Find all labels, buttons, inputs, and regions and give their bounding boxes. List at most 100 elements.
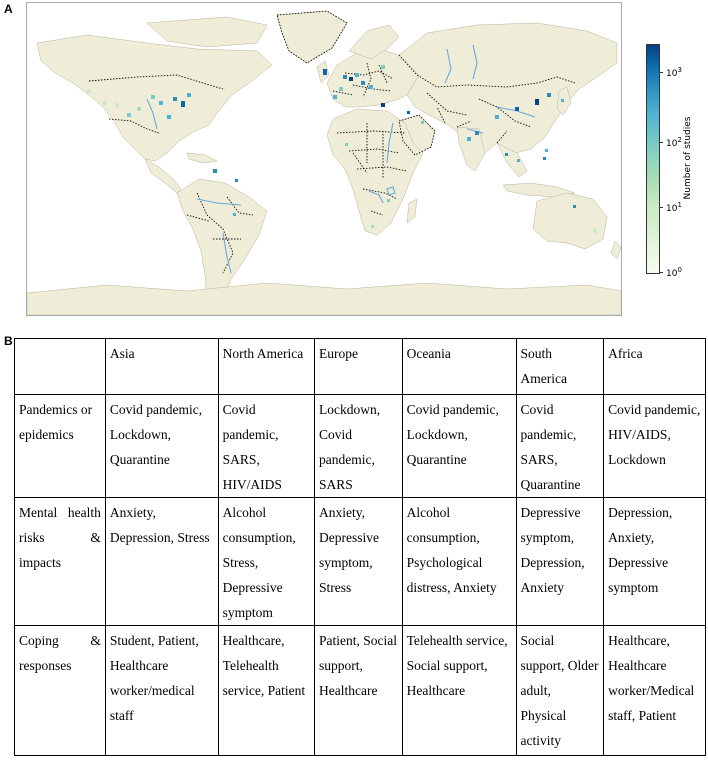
study-cell (535, 99, 539, 105)
study-cell (137, 107, 141, 111)
table-cell: Depressive symptom, Depression, Anxiety (515, 497, 605, 626)
table-cell: Social support, Older adult, Physical ac… (515, 625, 605, 756)
australia-shape (532, 192, 608, 250)
header-cell-north-america: North America (217, 338, 316, 395)
study-cell (547, 93, 551, 97)
scandinavia-shape (348, 24, 400, 60)
table-cell: Healthcare, Healthcare worker/Medical st… (603, 625, 706, 756)
study-cell (407, 111, 410, 114)
border-africa (336, 123, 408, 216)
study-cell (151, 95, 155, 99)
border-asia (426, 92, 532, 144)
study-cell (593, 229, 597, 233)
study-cell (213, 169, 217, 173)
summary-table-wrapper: Asia North America Europe Oceania South … (14, 338, 706, 756)
border-us-mexico (108, 118, 160, 134)
river-mississippi (146, 98, 158, 130)
study-cell (187, 93, 191, 97)
table-cell: Healthcare, Telehealth service, Patient (217, 625, 316, 756)
study-cell (115, 103, 119, 107)
river-lake-victoria (386, 186, 396, 196)
table-cell: Covid pandemic, SARS, HIV/AIDS (217, 394, 316, 498)
table-row-pandemics: Pandemics or epidemics Covid pandemic, L… (14, 394, 706, 498)
antarctica-shape (27, 282, 621, 315)
study-cell (387, 199, 390, 202)
study-cell (87, 89, 91, 93)
world-map (26, 2, 622, 316)
study-cell (467, 137, 471, 141)
row-label-mental-health: Mental health risks & impacts (14, 497, 106, 626)
study-cell (103, 101, 107, 105)
border-greenland (276, 10, 348, 64)
study-cell (159, 101, 163, 105)
header-cell-europe: Europe (314, 338, 403, 395)
border-arabia (398, 114, 436, 156)
table-cell: Covid pandemic, SARS, Quarantine (515, 394, 605, 498)
world-map-svg (27, 10, 621, 315)
colorbar (646, 44, 660, 274)
header-cell-africa: Africa (603, 338, 706, 395)
africa-shape (326, 108, 424, 236)
study-cell (349, 77, 353, 81)
table-cell: Patient, Social support, Healthcare (314, 625, 403, 756)
river-yenisei (472, 44, 478, 80)
asia-shape (398, 22, 618, 154)
study-cell (127, 113, 131, 117)
study-cell (495, 115, 499, 119)
arctic-islands-shape (146, 16, 268, 48)
table-cell: Telehealth service, Social support, Heal… (401, 625, 517, 756)
table-cell: Anxiety, Depression, Stress (104, 497, 219, 626)
study-cell (515, 107, 519, 111)
panel-a-label: A (4, 2, 13, 16)
header-cell-asia: Asia (104, 338, 219, 395)
study-cell (543, 157, 546, 160)
colorbar-tick (659, 272, 663, 273)
table-cell: Alcohol consumption, Stress, Depressive … (217, 497, 316, 626)
study-cell (505, 153, 508, 156)
study-cell (381, 65, 385, 69)
border-europe (332, 62, 394, 98)
river-congo (368, 190, 384, 204)
study-cell (323, 69, 327, 75)
study-cell (381, 103, 385, 107)
study-cell (355, 73, 359, 77)
study-cell (333, 95, 337, 99)
table-cell: Covid pandemic, Lockdown, Quarantine (104, 394, 219, 498)
table-cell: Alcohol consumption, Psychological distr… (401, 497, 517, 626)
border-us-canada (88, 74, 224, 90)
table-row-coping: Coping & responses Student, Patient, Hea… (14, 625, 706, 756)
colorbar-tick (659, 207, 663, 208)
study-cell (517, 159, 520, 162)
study-cell (339, 87, 343, 91)
table-header-row: Asia North America Europe Oceania South … (14, 338, 706, 395)
river-amazon (196, 198, 242, 206)
study-cell (167, 115, 171, 119)
row-label-pandemics: Pandemics or epidemics (14, 394, 106, 498)
colorbar-tick (659, 72, 663, 73)
new-zealand-shape (610, 240, 621, 260)
table-cell: Lockdown, Covid pandemic, SARS (314, 394, 403, 498)
madagascar-shape (406, 198, 418, 224)
central-america-shape (144, 158, 182, 194)
header-cell-corner (14, 338, 106, 395)
table-cell: Student, Patient, Healthcare worker/medi… (104, 625, 219, 756)
study-cell (343, 75, 347, 79)
study-cell (371, 225, 374, 228)
study-cell (361, 81, 365, 85)
row-label-coping: Coping & responses (14, 625, 106, 756)
river-nile (386, 122, 394, 164)
colorbar-label-1: 100 (666, 266, 682, 279)
study-cell (475, 131, 479, 135)
study-cell (369, 85, 373, 89)
study-cell (573, 205, 576, 208)
southeast-asia-shape (496, 142, 528, 178)
table-cell: Covid pandemic, HIV/AIDS, Lockdown (603, 394, 706, 498)
table-row-mental-health: Mental health risks & impacts Anxiety, D… (14, 497, 706, 626)
colorbar-title: Number of studies (683, 116, 693, 200)
table-cell: Covid pandemic, Lockdown, Quarantine (401, 394, 517, 498)
table-cell: Anxiety, Depressive symptom, Stress (314, 497, 403, 626)
colorbar-tick (659, 142, 663, 143)
colorbar-label-10: 101 (666, 201, 682, 214)
border-russia (398, 54, 576, 88)
study-cell (561, 99, 564, 102)
